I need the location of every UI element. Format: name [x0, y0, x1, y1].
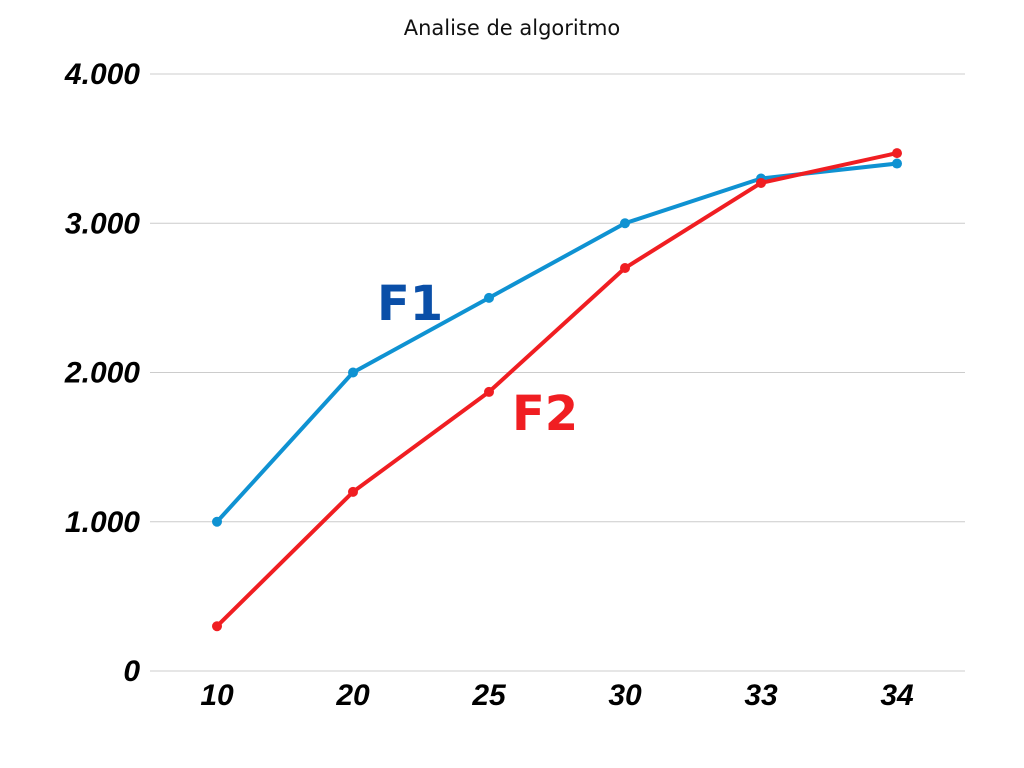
x-tick-labels: 10 20 25 30 33 34 [200, 679, 914, 712]
x-tick-label: 30 [608, 679, 642, 712]
x-tick-label: 10 [200, 679, 234, 712]
series-f2 [212, 148, 902, 632]
data-point [620, 263, 630, 274]
x-tick-label: 33 [744, 679, 778, 712]
data-point [892, 148, 902, 159]
data-point [484, 386, 494, 397]
data-point [484, 292, 494, 303]
data-point [892, 158, 902, 169]
y-tick-label: 3.000 [65, 207, 140, 240]
series-f1 [212, 158, 902, 527]
chart-title: Analise de algoritmo [403, 16, 621, 40]
y-tick-label: 1.000 [65, 506, 140, 539]
series-label: F2 [512, 386, 578, 442]
x-tick-label: 20 [335, 679, 370, 712]
data-point [212, 516, 222, 527]
series-labels: F1 F2 [377, 276, 578, 442]
series-line [215, 151, 899, 629]
series-lines [212, 148, 902, 632]
series-label: F1 [377, 276, 443, 332]
data-point [212, 621, 222, 632]
series-line [215, 161, 899, 524]
y-tick-labels: 0 1.000 2.000 3.000 4.000 [64, 58, 140, 688]
y-tick-label: 4.000 [64, 58, 140, 91]
x-tick-label: 25 [471, 679, 507, 712]
data-point [348, 486, 358, 497]
data-point [756, 177, 766, 188]
grid-lines [150, 73, 965, 672]
y-tick-label: 0 [123, 655, 140, 688]
data-point [348, 367, 358, 378]
y-tick-label: 2.000 [64, 357, 140, 390]
data-point [620, 218, 630, 229]
x-tick-label: 34 [880, 679, 914, 712]
